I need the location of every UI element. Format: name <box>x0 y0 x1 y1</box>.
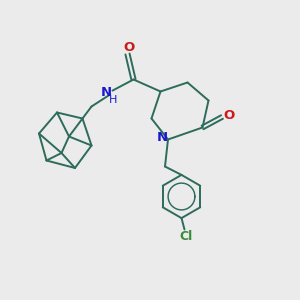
Text: N: N <box>101 86 112 100</box>
Text: O: O <box>223 109 234 122</box>
Text: O: O <box>123 41 135 54</box>
Text: N: N <box>156 131 168 144</box>
Text: Cl: Cl <box>179 230 193 243</box>
Text: H: H <box>109 94 118 105</box>
